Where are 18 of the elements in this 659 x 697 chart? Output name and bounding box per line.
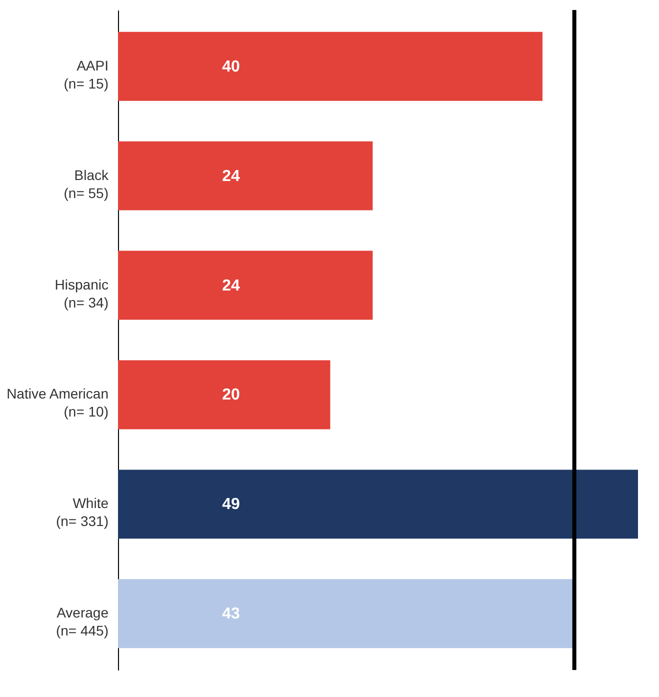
y-tick-label: White (n= 331) <box>56 495 109 530</box>
bar <box>118 141 373 210</box>
y-tick-label: Hispanic (n= 34) <box>54 276 108 310</box>
data-label: 43 <box>222 606 240 623</box>
data-label: 40 <box>222 58 240 76</box>
data-label: 20 <box>222 386 240 404</box>
bar <box>118 470 638 539</box>
y-tick-label: Native American (n= 10) <box>6 386 108 420</box>
bar <box>118 579 574 648</box>
data-label: 24 <box>222 277 240 294</box>
data-label: 24 <box>222 168 240 185</box>
data-label: 49 <box>222 496 240 514</box>
y-tick-label: AAPI (n= 15) <box>64 57 108 92</box>
y-tick-label: Black (n= 55) <box>64 166 110 201</box>
bar <box>118 32 542 101</box>
y-tick-label: Average (n= 445) <box>56 604 109 639</box>
bar <box>118 360 330 430</box>
bar <box>118 250 373 320</box>
